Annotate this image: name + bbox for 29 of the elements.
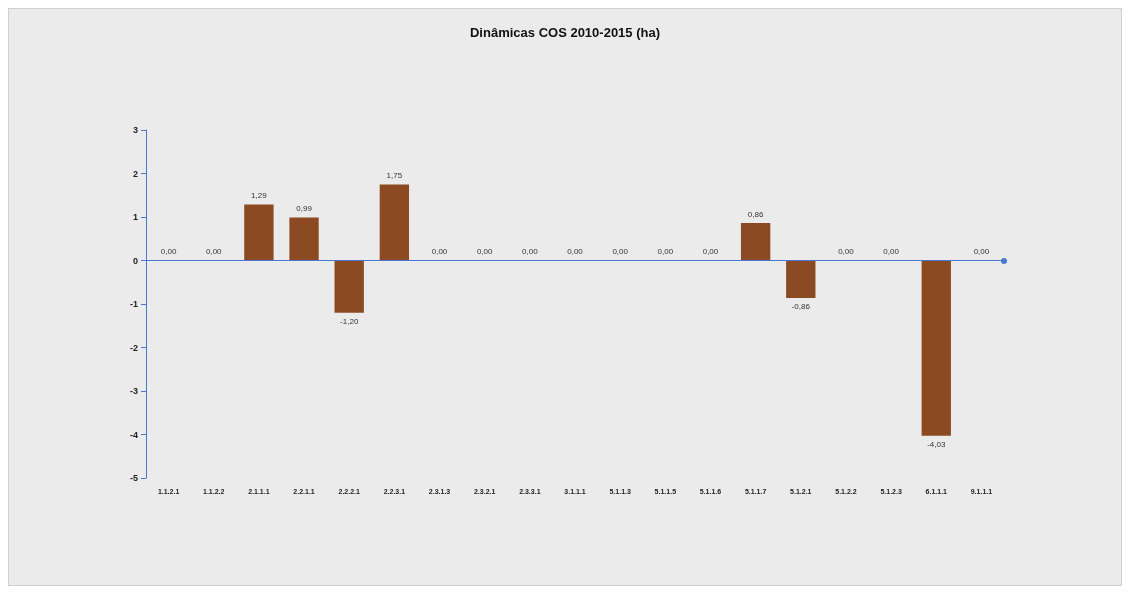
data-label: 0,00 [431, 247, 448, 256]
data-label: -0,86 [791, 302, 811, 312]
data-label: -4,03 [927, 440, 946, 450]
data-label: 0,00 [205, 247, 223, 256]
data-label: 0,00 [838, 247, 855, 256]
y-tick-label: 3 [132, 125, 138, 135]
y-tick-label: 0 [132, 255, 138, 266]
data-label: 0,00 [567, 247, 584, 256]
data-label: 0,86 [747, 209, 764, 219]
data-label: -1,20 [340, 317, 359, 327]
y-tick-label: 1 [132, 212, 138, 222]
data-label: 0,00 [702, 247, 719, 256]
data-label: 1,75 [386, 170, 403, 180]
data-label: 0,00 [476, 247, 494, 256]
chart-title: Dinâmicas COS 2010-2015 (ha) [469, 25, 661, 40]
data-label: 0,00 [973, 247, 990, 256]
data-label: 0,00 [657, 247, 674, 256]
y-tick-label: -5 [129, 473, 138, 483]
data-label: 0,99 [296, 203, 313, 213]
y-tick-label: -3 [129, 386, 138, 396]
data-label: 0,00 [883, 247, 900, 256]
y-tick-label: -2 [129, 342, 138, 353]
data-label: 0,00 [160, 247, 177, 256]
data-label: 0,00 [612, 247, 629, 256]
y-tick-label: -1 [129, 299, 138, 309]
data-label: 0,00 [522, 247, 539, 256]
data-label: 1,29 [251, 190, 268, 200]
y-tick-label: -4 [129, 429, 138, 440]
y-tick-label: 2 [132, 168, 138, 179]
